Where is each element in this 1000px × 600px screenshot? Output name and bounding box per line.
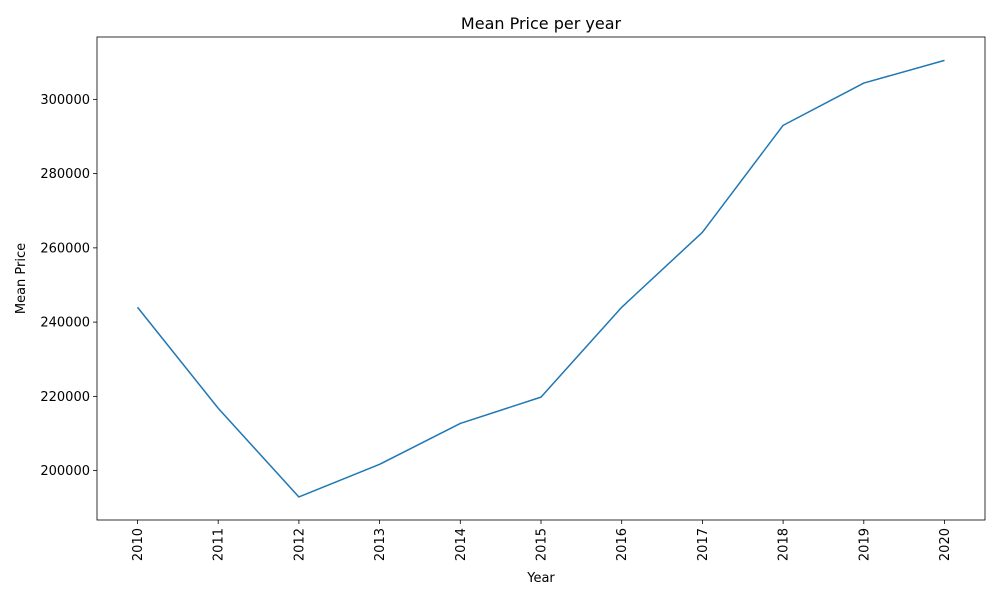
- x-tick-label: 2020: [938, 528, 953, 561]
- y-tick-label: 260000: [40, 241, 90, 256]
- y-tick-label: 220000: [40, 390, 90, 405]
- x-tick-label: 2019: [857, 528, 872, 561]
- y-axis-ticks: 200000 220000 240000 260000 280000 300000: [40, 93, 97, 479]
- x-tick-label: 2011: [212, 528, 227, 561]
- y-tick-label: 280000: [40, 167, 90, 182]
- plot-area-frame: [96, 36, 986, 521]
- x-axis-label: Year: [526, 571, 555, 586]
- series-line-mean-price: [136, 59, 945, 498]
- y-axis-label: Mean Price: [14, 243, 29, 314]
- y-tick-label: 240000: [40, 316, 90, 331]
- x-tick-label: 2012: [292, 528, 307, 561]
- x-tick-label: 2013: [373, 528, 388, 561]
- x-tick-label: 2010: [131, 528, 146, 561]
- x-tick-label: 2014: [454, 528, 469, 561]
- x-tick-label: 2017: [696, 528, 711, 561]
- x-tick-label: 2015: [535, 528, 550, 561]
- x-tick-label: 2018: [777, 528, 792, 561]
- chart-title: Mean Price per year: [461, 14, 622, 33]
- y-tick-label: 200000: [40, 464, 90, 479]
- y-tick-label: 300000: [40, 93, 90, 108]
- x-tick-label: 2016: [615, 528, 630, 561]
- x-axis-ticks: 2010 2011 2012 2013 2014 2015 2016 2017 2018 2019…: [131, 520, 953, 561]
